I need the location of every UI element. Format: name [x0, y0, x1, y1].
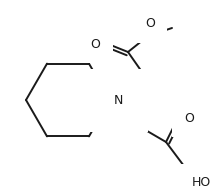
Text: O: O: [90, 37, 100, 50]
Text: O: O: [145, 17, 155, 30]
Text: N: N: [113, 94, 123, 106]
Text: HO: HO: [192, 176, 211, 189]
Text: O: O: [184, 112, 194, 125]
